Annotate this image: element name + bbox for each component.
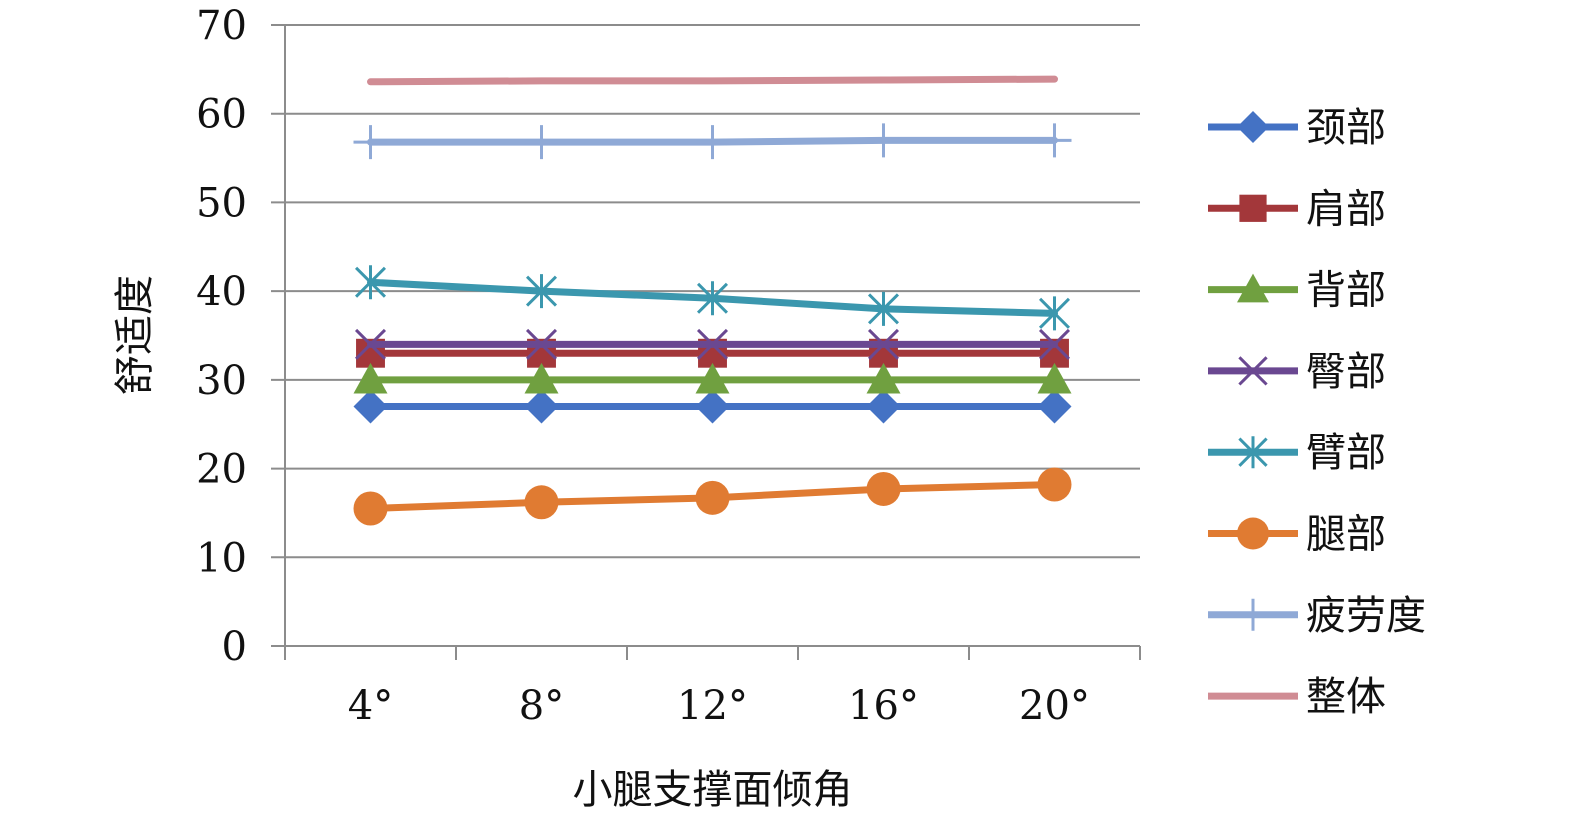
legend-label: 背部 <box>1306 268 1386 314</box>
data-point <box>866 471 901 506</box>
data-point <box>354 265 387 300</box>
legend-item: 腿部 <box>1208 512 1386 558</box>
legend-label: 腿部 <box>1306 512 1386 558</box>
series-0 <box>353 389 1072 424</box>
data-point <box>695 389 730 424</box>
y-tick-label: 50 <box>196 180 247 226</box>
data-point <box>1037 467 1072 502</box>
x-tick-label: 8° <box>519 683 564 729</box>
data-point <box>524 485 559 520</box>
legend-label: 整体 <box>1306 674 1386 720</box>
data-point <box>524 125 559 160</box>
x-tick-label: 12° <box>677 683 748 729</box>
y-tick-label: 40 <box>196 269 247 315</box>
x-tick-label: 4° <box>348 683 393 729</box>
x-tick-label: 20° <box>1019 683 1090 729</box>
legend-label: 臀部 <box>1306 349 1386 395</box>
data-point <box>1037 389 1072 424</box>
data-point <box>525 274 558 309</box>
legend-item: 臀部 <box>1208 349 1386 395</box>
series-4 <box>354 265 1071 331</box>
legend-marker <box>1238 356 1268 386</box>
x-axis-label: 小腿支撑面倾角 <box>573 767 853 813</box>
series-3 <box>354 328 1071 360</box>
data-point <box>696 281 729 316</box>
data-point <box>695 362 730 394</box>
data-point <box>696 328 729 360</box>
y-tick-label: 70 <box>196 3 247 49</box>
x-tick-label: 16° <box>848 683 919 729</box>
data-point <box>867 291 900 326</box>
legend-marker <box>1237 517 1269 550</box>
y-tick-label: 30 <box>196 358 247 404</box>
legend-marker <box>1239 194 1267 222</box>
data-point <box>695 480 730 515</box>
legend-marker <box>1237 111 1269 143</box>
data-point <box>353 491 388 526</box>
data-point <box>695 125 730 160</box>
data-point <box>1037 362 1072 394</box>
legend-marker <box>1237 598 1269 631</box>
data-point <box>353 125 388 160</box>
data-point <box>524 362 559 394</box>
y-tick-label: 0 <box>222 624 247 670</box>
legend-marker <box>1237 273 1269 303</box>
axes <box>284 25 1141 660</box>
data-point <box>1037 123 1072 158</box>
data-point <box>866 389 901 424</box>
legend-label: 肩部 <box>1306 186 1386 232</box>
y-tick-label: 20 <box>196 447 247 493</box>
data-point <box>524 389 559 424</box>
data-point <box>866 362 901 394</box>
series-6 <box>353 123 1072 160</box>
y-axis-label: 舒适度 <box>112 275 158 395</box>
legend-item: 整体 <box>1208 674 1386 720</box>
legend-item: 肩部 <box>1208 186 1386 232</box>
legend-item: 疲劳度 <box>1208 593 1426 639</box>
y-tick-label: 60 <box>196 92 247 138</box>
data-point <box>1038 296 1071 331</box>
y-tick-labels: 0 10 20 30 40 50 60 70 <box>196 3 247 670</box>
data-point <box>1038 328 1071 360</box>
data-point <box>867 328 900 360</box>
legend-label: 颈部 <box>1306 105 1386 151</box>
x-tick-labels: 4° 8° 12° 16° 20° <box>348 683 1090 729</box>
series-lines <box>353 75 1072 526</box>
legend-item: 臂部 <box>1208 430 1386 476</box>
series-5 <box>353 467 1072 526</box>
data-point <box>354 328 387 360</box>
legend-marker <box>1238 436 1268 469</box>
legend-item: 背部 <box>1208 268 1386 314</box>
series-7 <box>367 75 1058 86</box>
legend-label: 臂部 <box>1306 430 1386 476</box>
y-tick-label: 10 <box>196 535 247 581</box>
data-point <box>525 328 558 360</box>
data-point <box>353 389 388 424</box>
legend-item: 颈部 <box>1208 105 1386 151</box>
legend-label: 疲劳度 <box>1306 593 1426 639</box>
series-2 <box>353 362 1072 394</box>
data-point <box>353 362 388 394</box>
data-point <box>866 123 901 158</box>
series-line <box>367 75 1058 86</box>
